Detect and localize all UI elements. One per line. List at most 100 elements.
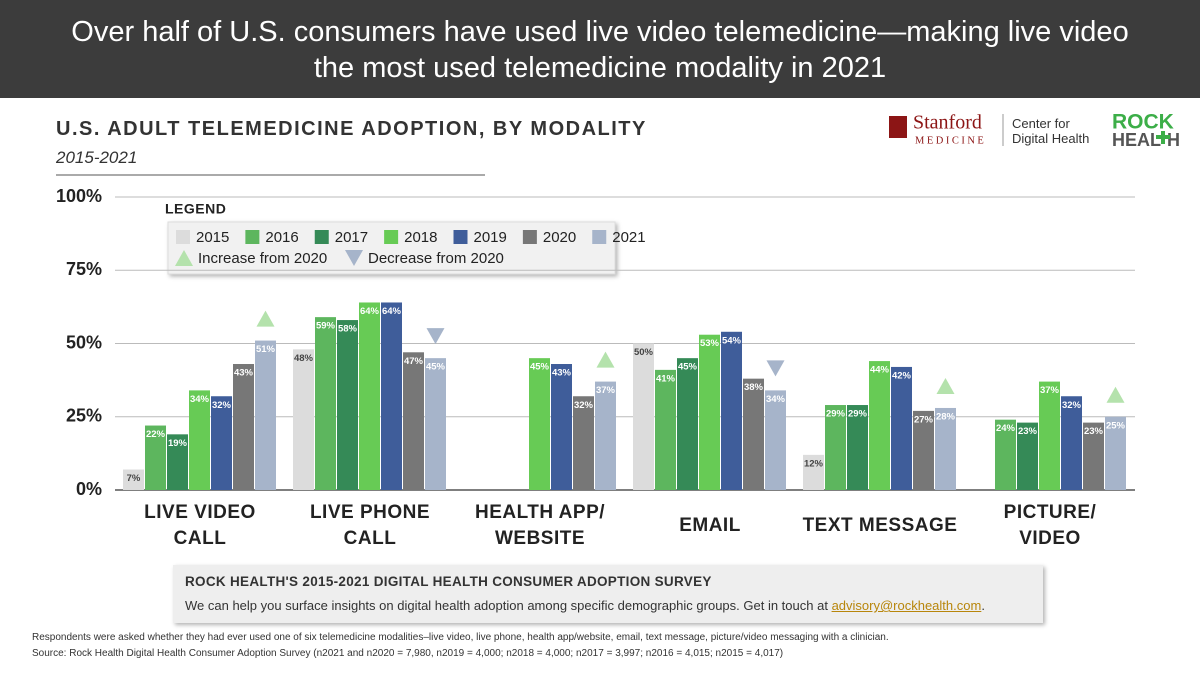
callout-box: ROCK HEALTH'S 2015-2021 DIGITAL HEALTH C… (173, 565, 1043, 623)
data-label: 37% (596, 385, 616, 396)
legend-label: 2021 (612, 229, 645, 246)
logo-text: H (1167, 130, 1180, 150)
data-label: 34% (190, 394, 210, 405)
bar (995, 419, 1016, 490)
data-label: 50% (634, 347, 654, 358)
data-label: 45% (678, 362, 698, 373)
data-label: 51% (256, 344, 276, 355)
x-tick-label: LIVE PHONE CALL (309, 502, 431, 549)
bar (935, 407, 956, 490)
data-label: 43% (234, 368, 254, 379)
legend-label: 2016 (265, 229, 298, 246)
data-label: 48% (294, 353, 314, 364)
bar (359, 302, 380, 490)
legend-indicator (175, 250, 193, 266)
data-label: 58% (338, 324, 358, 335)
legend-label: 2015 (196, 229, 229, 246)
x-tick-label: TEXT MESSAGE (802, 515, 958, 536)
page-title: Over half of U.S. consumers have used li… (71, 16, 1129, 84)
data-label: 38% (744, 382, 764, 393)
bar (529, 358, 550, 490)
legend-label: 2020 (543, 229, 576, 246)
stanford-mark (889, 116, 907, 138)
legend-swatch (592, 230, 607, 244)
bar (721, 331, 742, 490)
data-label: 19% (168, 438, 188, 449)
bar (167, 434, 188, 490)
data-label: 28% (936, 411, 956, 422)
callout-title: ROCK HEALTH'S 2015-2021 DIGITAL HEALTH C… (185, 574, 712, 589)
bar (337, 320, 358, 490)
data-label: 32% (212, 400, 232, 411)
bar (743, 378, 764, 490)
bar (403, 352, 424, 490)
change-indicator (596, 351, 615, 368)
change-indicator (256, 310, 275, 327)
logo-text: Stanford (913, 112, 982, 134)
legend-swatch (453, 230, 468, 244)
data-label: 45% (530, 362, 550, 373)
x-tick-label: PICTURE/ VIDEO (1003, 502, 1097, 549)
callout-text: . (981, 598, 985, 613)
legend-title: LEGEND (165, 201, 226, 217)
bar (573, 396, 594, 490)
data-label: 32% (1062, 400, 1082, 411)
bar (233, 364, 254, 490)
data-label: 43% (552, 368, 572, 379)
logo-text: HEAL (1112, 130, 1161, 150)
bar (1083, 422, 1104, 490)
logo-text: Center for Digital Health (1012, 116, 1090, 146)
bar (913, 410, 934, 490)
data-label: 23% (1084, 426, 1104, 437)
data-label: 64% (360, 306, 380, 317)
data-label: 53% (700, 338, 720, 349)
legend-swatch (245, 230, 260, 244)
bar (189, 390, 210, 490)
bar (551, 364, 572, 490)
x-tick-label: HEALTH APP/ WEBSITE (474, 502, 606, 549)
data-label: 29% (826, 409, 846, 420)
callout-body: We can help you surface insights on digi… (185, 598, 985, 613)
legend-label: 2018 (404, 229, 437, 246)
email-link[interactable]: advisory@rockhealth.com (831, 598, 982, 613)
y-tick-label: 100% (56, 186, 102, 206)
bar (255, 340, 276, 490)
y-tick-label: 25% (66, 406, 102, 426)
data-label: 42% (892, 370, 912, 381)
chart-subtitle: 2015-2021 (56, 148, 138, 167)
y-tick-label: 75% (66, 259, 102, 279)
legend-swatch (522, 230, 537, 244)
bar (1105, 416, 1126, 490)
bar (655, 369, 676, 490)
legend-swatch (176, 230, 190, 244)
data-label: 45% (426, 362, 446, 373)
bar (145, 425, 166, 490)
bar (1039, 381, 1060, 490)
bar (847, 405, 868, 490)
data-label: 22% (146, 429, 166, 440)
data-label: 41% (656, 373, 676, 384)
data-label: 29% (848, 409, 868, 420)
bar (595, 381, 616, 490)
footnote: Respondents were asked whether they had … (32, 632, 889, 643)
change-indicator (936, 377, 955, 394)
callout-text: We can help you surface insights on digi… (185, 598, 828, 613)
data-label: 44% (870, 365, 890, 376)
legend-label: Increase from 2020 (198, 250, 327, 267)
bar (699, 334, 720, 490)
data-label: 24% (996, 423, 1016, 434)
data-label: 54% (722, 335, 742, 346)
bar (381, 302, 402, 490)
logo-text: MEDICINE (915, 135, 986, 146)
legend-swatch (384, 230, 399, 244)
change-indicator (1106, 386, 1125, 403)
bar (633, 343, 654, 490)
legend-swatch (314, 230, 329, 244)
x-tick-label: LIVE VIDEO CALL (144, 502, 256, 549)
bar (211, 396, 232, 490)
bar (803, 454, 824, 490)
bar (315, 317, 336, 490)
data-label: 59% (316, 321, 336, 332)
bar (677, 358, 698, 490)
